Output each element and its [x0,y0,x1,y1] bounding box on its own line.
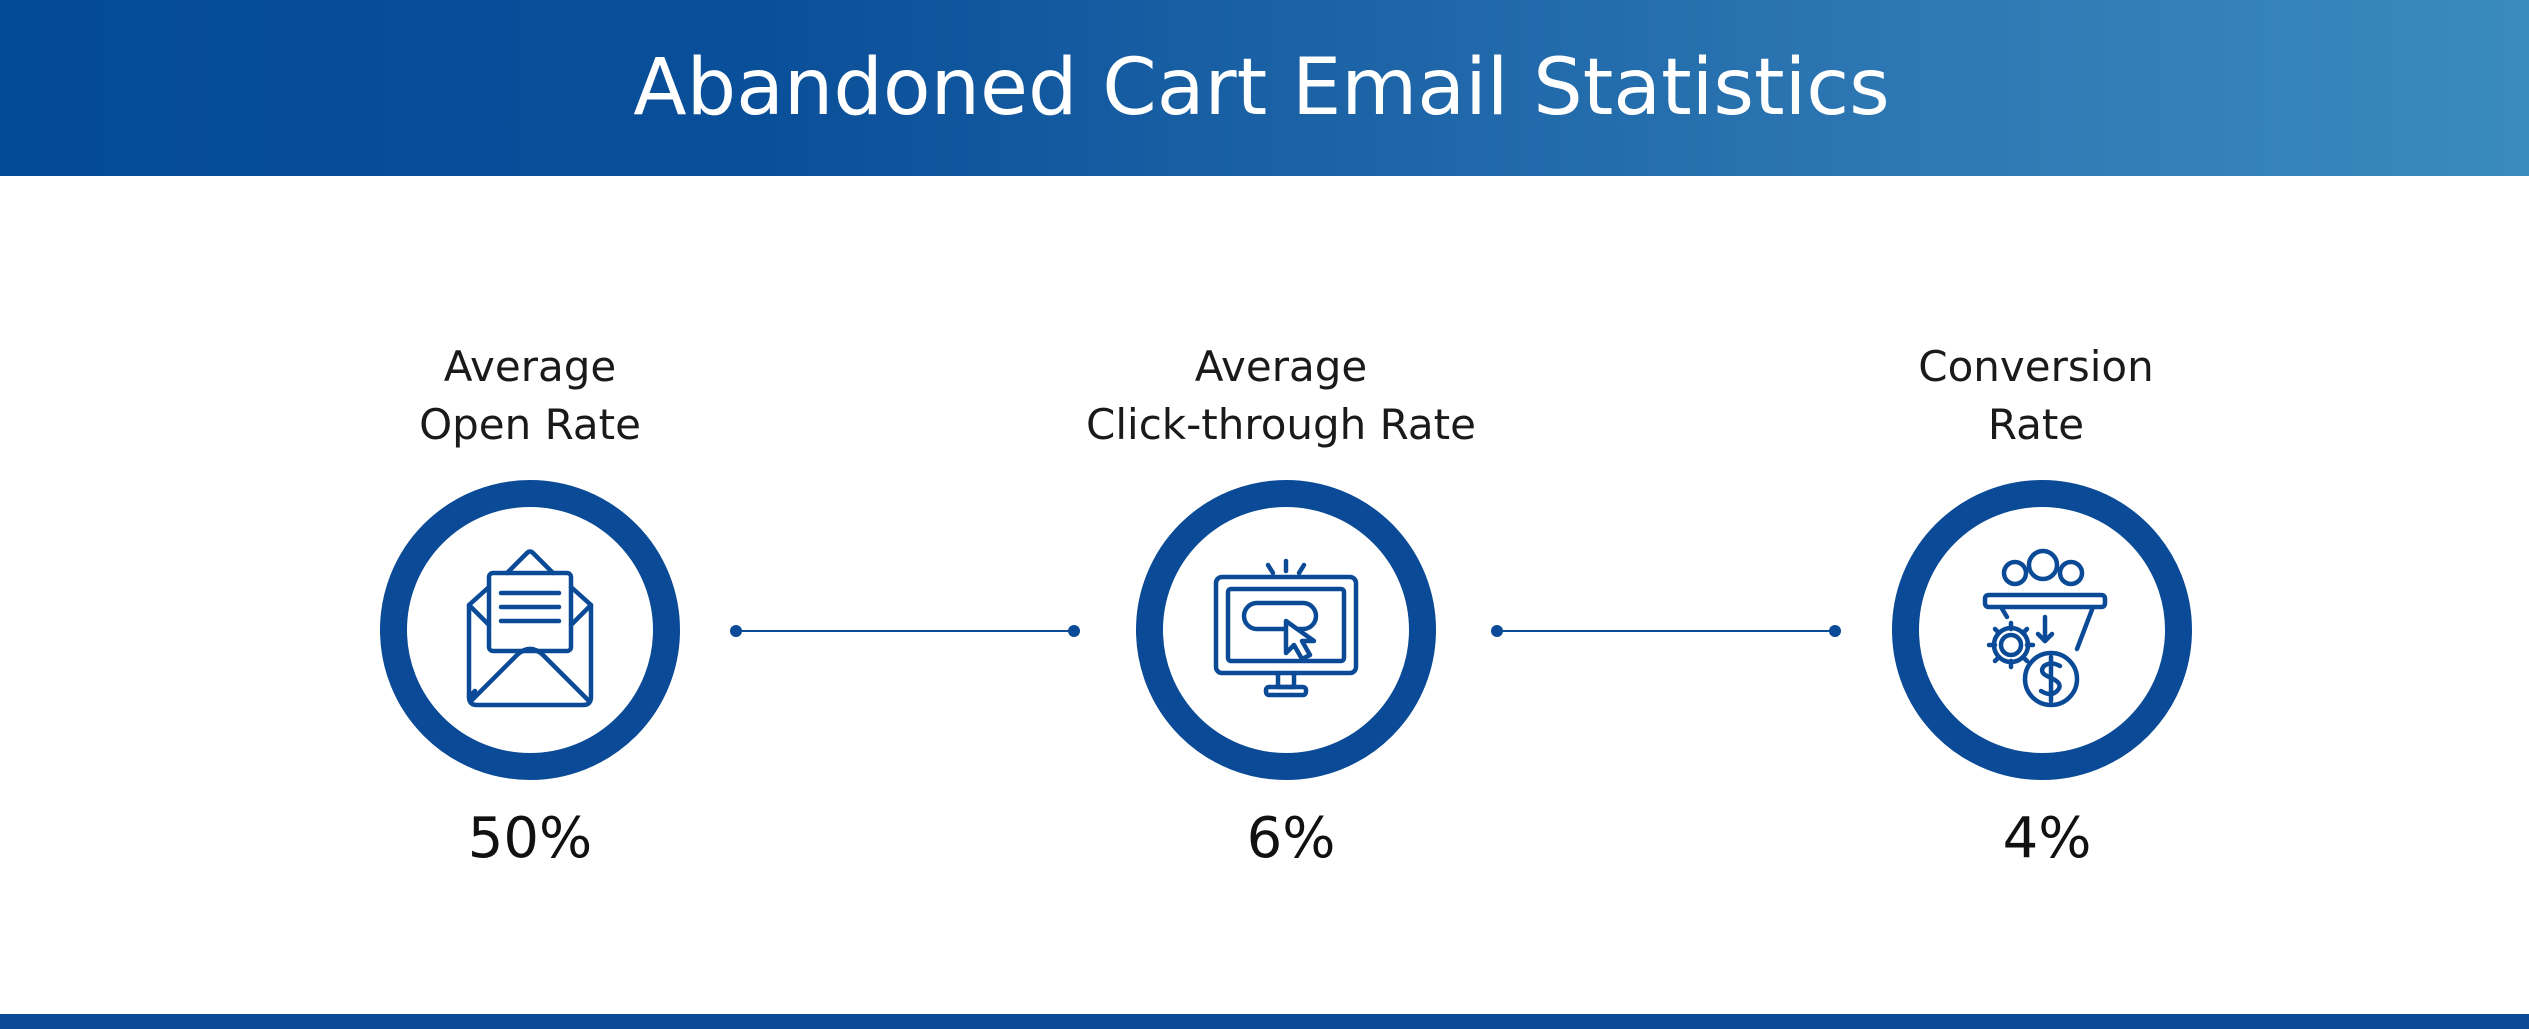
open-envelope-icon [466,549,594,708]
connector-line [1491,625,1841,637]
stat-label-click-through-rate: Average Click-through Rate [1001,338,1561,454]
stat-label-line: Open Rate [419,400,641,449]
header-banner: Abandoned Cart Email Statistics [0,0,2529,176]
stat-ring-conversion-rate [1892,480,2192,780]
page-title: Abandoned Cart Email Statistics [633,43,1890,133]
stat-label-open-rate: Average Open Rate [250,338,810,454]
connector-line [730,625,1080,637]
stat-value-conversion-rate: 4% [2002,806,2092,871]
stat-ring-click-through-rate [1136,480,1436,780]
stat-label-conversion-rate: Conversion Rate [1756,338,2316,454]
monitor-click-icon [1213,558,1359,698]
stat-ring-open-rate [380,480,680,780]
stat-label-line: Average [1194,342,1368,391]
stat-label-line: Rate [1987,400,2085,449]
stat-value-open-rate: 50% [467,806,593,871]
stat-label-line: Conversion [1918,342,2154,391]
stat-value-click-through-rate: 6% [1246,806,1336,871]
stat-label-line: Average [443,342,617,391]
stat-label-line: Click-through Rate [1086,400,1476,449]
conversion-funnel-icon [1982,548,2108,708]
footer-bar [0,1014,2529,1029]
